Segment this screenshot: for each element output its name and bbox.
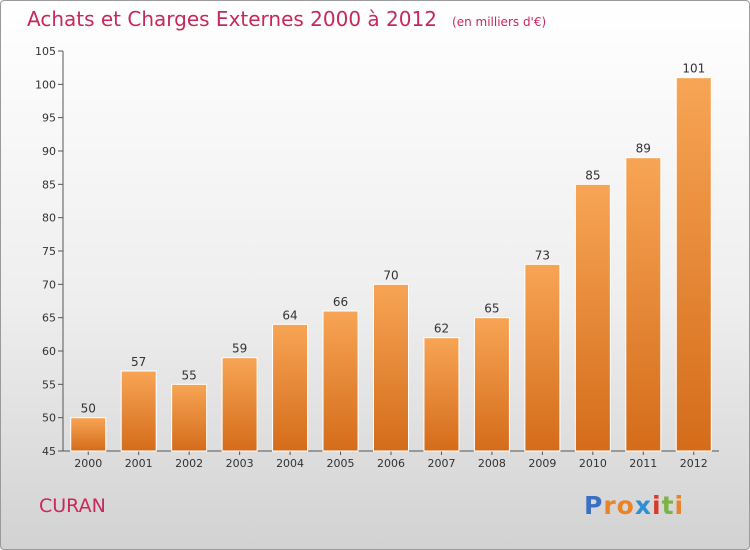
bar (70, 417, 107, 452)
data-label: 70 (383, 268, 398, 282)
x-tick-label: 2001 (125, 457, 153, 470)
logo-letter: r (603, 491, 617, 520)
x-tick-label: 2002 (175, 457, 203, 470)
commune-name: CURAN (39, 495, 106, 517)
logo-letter: o (616, 491, 635, 520)
data-label: 64 (282, 308, 297, 322)
y-tick-label: 55 (42, 378, 56, 391)
bar (171, 383, 208, 452)
logo-letter: t (661, 491, 675, 520)
y-tick-label: 65 (42, 312, 56, 325)
x-tick-label: 2005 (327, 457, 355, 470)
data-label: 85 (585, 168, 600, 182)
x-tick-label: 2010 (579, 457, 607, 470)
data-label: 65 (484, 302, 499, 316)
chart-title: Achats et Charges Externes 2000 à 2012 (27, 7, 437, 31)
y-tick-label: 85 (42, 178, 56, 191)
x-tick-label: 2008 (478, 457, 506, 470)
y-tick-label: 45 (42, 445, 56, 458)
data-label: 50 (81, 402, 96, 416)
logo-letter: P (584, 491, 604, 520)
x-tick-label: 2012 (680, 457, 708, 470)
bar (524, 263, 561, 452)
bar (675, 77, 712, 452)
logo-letter: i (674, 491, 685, 520)
x-tick-label: 2003 (226, 457, 254, 470)
proxiti-logo: Proxiti (584, 491, 684, 520)
y-tick-label: 100 (35, 78, 56, 91)
logo-letter: i (652, 491, 662, 520)
bar (625, 157, 662, 452)
bar (272, 323, 309, 452)
x-tick-label: 2006 (377, 457, 405, 470)
bar (423, 337, 460, 452)
y-tick-label: 105 (35, 45, 56, 58)
data-label: 57 (131, 355, 146, 369)
bar (120, 370, 157, 452)
x-tick-label: 2000 (74, 457, 102, 470)
unit-note: (en milliers d'€) (452, 15, 547, 29)
data-label: 66 (333, 295, 348, 309)
data-label: 101 (682, 62, 705, 76)
y-tick-label: 90 (42, 145, 56, 158)
bar (322, 310, 359, 452)
data-label: 89 (636, 142, 651, 156)
x-tick-label: 2011 (629, 457, 657, 470)
x-tick-label: 2007 (427, 457, 455, 470)
y-tick-label: 75 (42, 245, 56, 258)
title-row: Achats et Charges Externes 2000 à 2012 (… (27, 7, 546, 31)
x-tick-label: 2004 (276, 457, 304, 470)
data-label: 59 (232, 342, 247, 356)
y-tick-label: 60 (42, 345, 56, 358)
bar (574, 183, 611, 452)
data-label: 62 (434, 322, 449, 336)
bar (373, 283, 409, 452)
bar (221, 357, 258, 452)
y-tick-label: 95 (42, 112, 56, 125)
y-tick-label: 50 (42, 412, 56, 425)
bar (473, 317, 510, 452)
y-tick-label: 80 (42, 212, 56, 225)
y-tick-label: 70 (42, 278, 56, 291)
logo-letter: x (634, 491, 652, 520)
x-tick-label: 2009 (528, 457, 556, 470)
data-label: 55 (182, 368, 197, 382)
data-label: 73 (535, 248, 550, 262)
